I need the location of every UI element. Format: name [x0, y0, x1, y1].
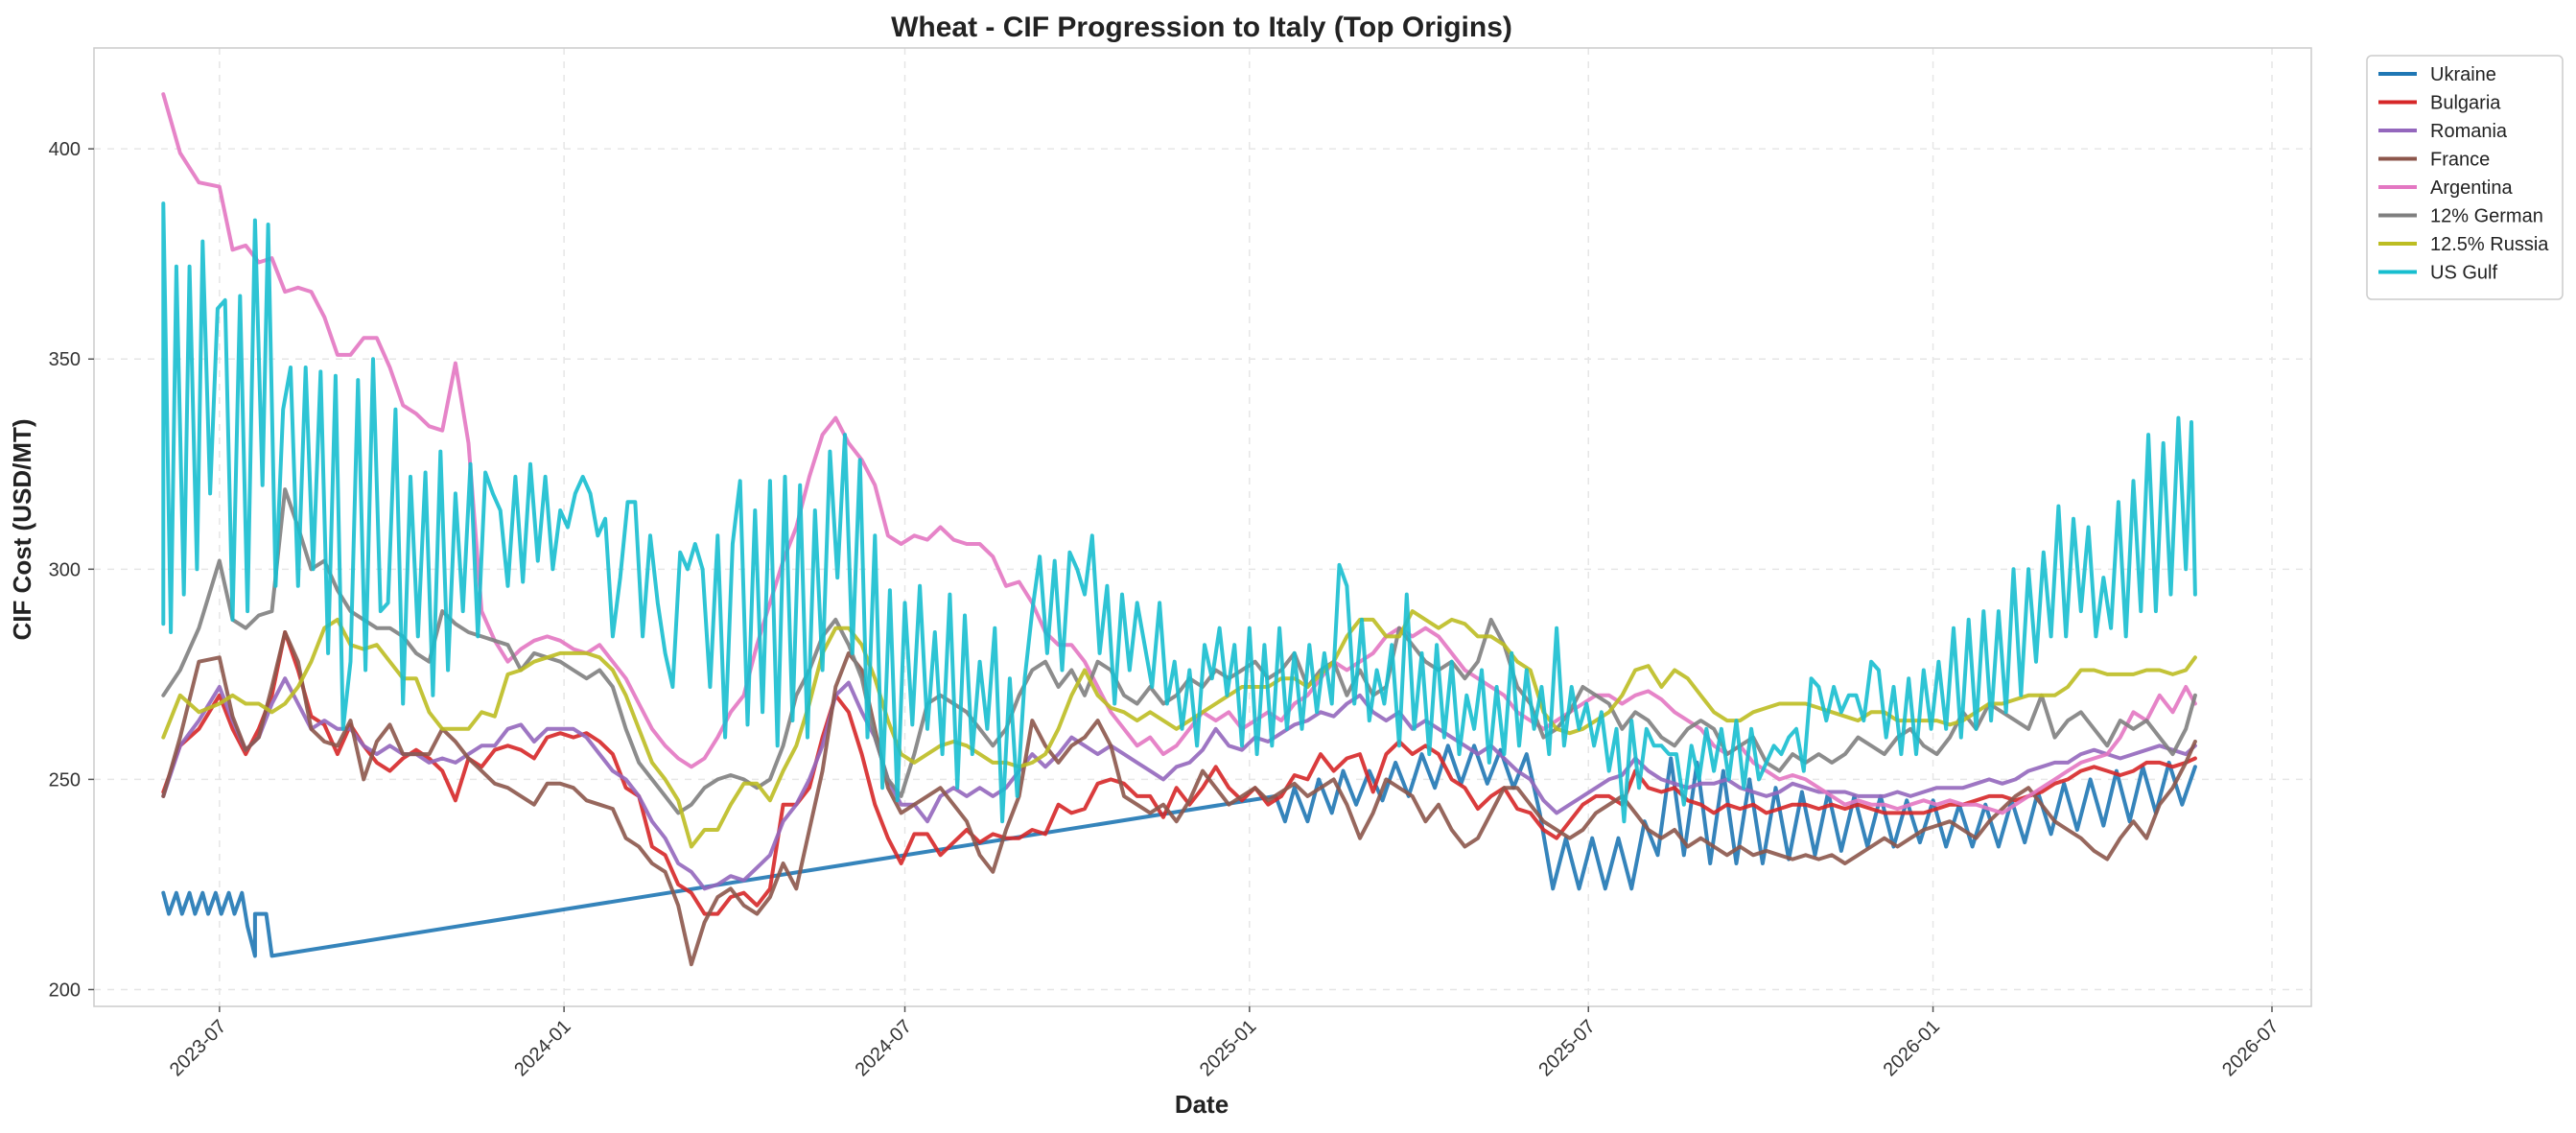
- x-axis-label: Date: [1175, 1090, 1229, 1119]
- legend-label: 12% German: [2430, 206, 2543, 227]
- legend-label: US Gulf: [2430, 263, 2497, 284]
- chart-title: Wheat - CIF Progression to Italy (Top Or…: [891, 12, 1512, 43]
- y-tick-label: 250: [49, 769, 81, 791]
- legend-label: France: [2430, 150, 2490, 171]
- series-line-bulgaria: [161, 630, 2197, 916]
- plot-frame: [93, 47, 2312, 1007]
- y-axis-ticks: 200 250 300 350 400: [49, 139, 94, 1001]
- legend: Ukraine Bulgaria Romania France Argentina 12%…: [2366, 55, 2564, 300]
- legend-box: [2366, 55, 2564, 300]
- x-tick-label: 2025-01: [1196, 1016, 1260, 1080]
- x-tick-label: 2023-07: [166, 1016, 230, 1080]
- legend-label: Bulgaria: [2430, 93, 2501, 114]
- y-tick-label: 400: [49, 139, 81, 160]
- series-line-romania: [161, 676, 2197, 891]
- x-tick-label: 2026-07: [2218, 1016, 2283, 1080]
- legend-label: 12.5% Russia: [2430, 234, 2549, 255]
- legend-label: Romania: [2430, 121, 2508, 142]
- x-tick-label: 2024-01: [510, 1016, 574, 1080]
- x-tick-label: 2026-01: [1880, 1016, 1944, 1080]
- y-tick-label: 300: [49, 559, 81, 580]
- y-tick-label: 350: [49, 349, 81, 370]
- series-line-france: [161, 630, 2197, 967]
- x-tick-label: 2024-07: [852, 1016, 916, 1080]
- series-line-ukraine: [161, 744, 2197, 958]
- series-lines: [161, 92, 2197, 967]
- x-tick-label: 2025-07: [1534, 1016, 1599, 1080]
- legend-label: Argentina: [2430, 177, 2513, 199]
- series-line-argentina: [161, 92, 2197, 815]
- x-axis-ticks: 2023-07 2024-01 2024-07 2025-01 2025-07 2026-…: [166, 1006, 2283, 1080]
- series-line-us-gulf: [161, 201, 2197, 824]
- y-tick-label: 200: [49, 980, 81, 1001]
- legend-label: Ukraine: [2430, 64, 2496, 85]
- y-axis-label: CIF Cost (USD/MT): [8, 418, 36, 640]
